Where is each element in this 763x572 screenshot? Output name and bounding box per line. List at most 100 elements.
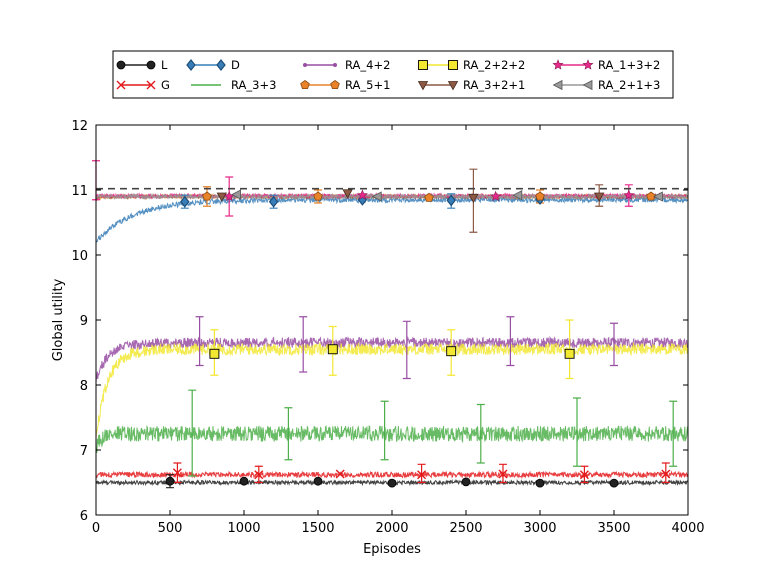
legend-swatch-marker-b <box>330 80 340 89</box>
y-tick-label-6: 6 <box>80 509 88 524</box>
marker-D-3 <box>446 194 456 207</box>
marker-RA_2+2+2-1 <box>327 344 338 355</box>
errorbar-RA_3+3-5 <box>669 400 678 467</box>
errorbar-RA_4+2-3 <box>506 316 515 367</box>
legend-swatch-marker-a <box>300 80 310 89</box>
legend-swatch-marker-b <box>448 60 458 70</box>
marker-G-4 <box>498 469 508 479</box>
marker-RA_5+1-4 <box>646 191 656 201</box>
legend-item-RA_1+3+2: RA_1+3+2 <box>552 58 660 72</box>
legend-item-RA_3+2+1: RA_3+2+1 <box>417 78 525 92</box>
errorbar-RA_3+3-2 <box>380 400 389 461</box>
legend-label-RA_1+3+2: RA_1+3+2 <box>598 58 660 72</box>
series-line-RA_2+2+2 <box>95 341 689 440</box>
errorbar-RA_3+3-3 <box>476 403 485 464</box>
marker-L-6 <box>609 478 619 488</box>
legend-swatch-marker-a <box>552 79 563 91</box>
legend-item-D: D <box>186 58 240 72</box>
legend-swatch-marker-b <box>447 81 459 91</box>
errorbar-G-5 <box>661 462 670 484</box>
errorbar-RA_4+2-2 <box>402 320 411 380</box>
legend-swatch-marker-a <box>186 59 196 71</box>
marker-L-5 <box>535 478 545 488</box>
errorbar-RA_3+3-0 <box>188 389 197 477</box>
legend-swatch-marker-a <box>303 63 307 67</box>
legend-label-RA_2+2+2: RA_2+2+2 <box>463 58 525 72</box>
legend-swatch-marker-b <box>146 60 156 70</box>
series-line-D <box>95 195 689 243</box>
errorbar-G-2 <box>417 463 426 484</box>
marker-RA_5+1-1 <box>313 191 323 201</box>
marker-D-0 <box>180 195 190 208</box>
legend-label-RA_3+3: RA_3+3 <box>231 78 276 92</box>
errorbar-RA_4+2-1 <box>299 316 308 373</box>
marker-RA_5+1-0 <box>202 191 212 201</box>
legend-item-L: L <box>116 58 168 72</box>
legend-item-RA_3+3: RA_3+3 <box>191 78 276 92</box>
errorbar-RA_4+2-4 <box>610 322 618 367</box>
marker-L-1 <box>239 476 249 486</box>
marker-RA_1+3+2-3 <box>623 189 635 200</box>
x-tick-label-0: 0 <box>92 521 100 536</box>
series-line-RA_3+3 <box>95 424 689 453</box>
legend-item-G: G <box>116 78 170 92</box>
marker-RA_2+1+3-0 <box>231 189 242 200</box>
marker-RA_2+1+3-2 <box>512 190 523 201</box>
legend-label-G: G <box>161 78 170 92</box>
marker-L-2 <box>313 476 323 486</box>
legend-label-RA_2+1+3: RA_2+1+3 <box>598 78 660 92</box>
legend-item-RA_2+2+2: RA_2+2+2 <box>418 58 525 72</box>
series-line-RA_2+1+3 <box>95 192 689 201</box>
marker-D-1 <box>268 195 279 208</box>
legend-swatch-marker-b <box>216 59 226 71</box>
marker-RA_3+2+1-1 <box>342 189 353 199</box>
marker-RA_3+2+1-3 <box>594 192 605 202</box>
marker-G-3 <box>417 470 427 480</box>
marker-RA_2+2+2-0 <box>209 348 220 359</box>
marker-RA_2+2+2-3 <box>564 348 575 359</box>
plot-area <box>92 160 689 489</box>
marker-RA_5+1-3 <box>535 191 545 201</box>
x-tick-label-4000: 4000 <box>671 521 704 536</box>
legend-swatch-marker-a <box>552 59 564 70</box>
y-tick-label-11: 11 <box>71 184 88 199</box>
y-axis-label: Global utility <box>51 278 66 361</box>
legend-label-D: D <box>231 58 240 72</box>
errorbar-RA_3+3-1 <box>284 407 293 461</box>
legend-swatch-marker-b <box>582 59 594 70</box>
legend-swatch-marker-a <box>417 81 429 91</box>
errorbar-RA_3+3-4 <box>573 397 581 467</box>
x-tick-label-1500: 1500 <box>301 521 334 536</box>
marker-RA_5+1-2 <box>424 192 434 202</box>
legend-swatch-marker-a <box>116 60 126 70</box>
legend-swatch-marker-a <box>418 60 428 70</box>
legend-swatch-marker-b <box>333 63 337 67</box>
legend-item-RA_2+1+3: RA_2+1+3 <box>552 78 660 92</box>
legend-box <box>112 50 674 99</box>
legend-swatch-marker-a <box>116 80 126 90</box>
marker-G-2 <box>335 469 345 479</box>
series-line-G <box>95 470 689 480</box>
legend: LG D RA_3+3 RA_4+2 RA_5+1 RA_2+2+2 RA_3+2+1 RA_… <box>112 50 674 99</box>
x-tick-label-2000: 2000 <box>375 521 408 536</box>
marker-G-0 <box>172 468 182 478</box>
y-tick-label-12: 12 <box>71 119 88 134</box>
x-tick-label-2500: 2500 <box>449 521 482 536</box>
marker-G-6 <box>661 469 671 479</box>
x-tick-label-3000: 3000 <box>523 521 556 536</box>
y-tick-label-9: 9 <box>80 314 88 329</box>
legend-item-RA_5+1: RA_5+1 <box>300 78 390 92</box>
marker-L-3 <box>387 478 397 488</box>
marker-RA_2+1+3-3 <box>653 191 663 202</box>
marker-G-1 <box>254 470 264 480</box>
marker-L-4 <box>461 477 471 487</box>
marker-L-0 <box>165 476 175 486</box>
axes: 0 500 1000 1500 2000 2500 3000 3500 4000 6 7 8 9 10 11… <box>51 119 705 557</box>
marker-RA_1+3+2-2 <box>490 190 502 202</box>
x-tick-label-3500: 3500 <box>597 521 630 536</box>
x-tick-label-500: 500 <box>158 521 183 536</box>
errorbar-RA_4+2-0 <box>195 316 204 367</box>
marker-RA_3+2+1-2 <box>468 193 479 204</box>
x-axis-label: Episodes <box>363 542 421 557</box>
